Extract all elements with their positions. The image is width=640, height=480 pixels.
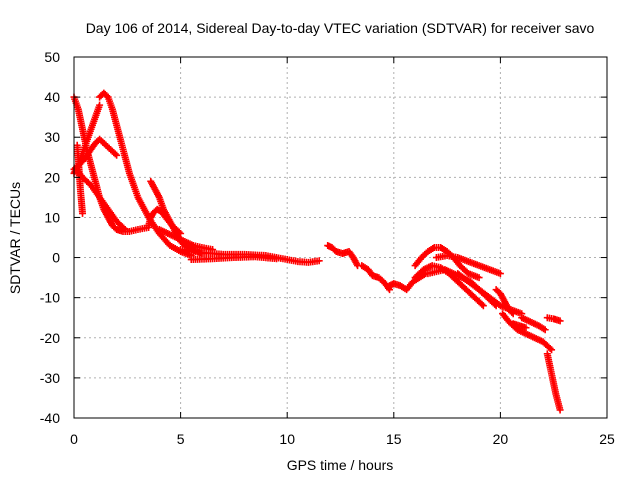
- data-point: [273, 255, 281, 263]
- series-arc-V: [518, 314, 549, 334]
- series-arc-N: [386, 270, 430, 294]
- y-tick-label: 20: [44, 169, 60, 185]
- y-tick-label: -20: [40, 330, 60, 346]
- y-tick-label: -10: [40, 290, 60, 306]
- series-arc-T: [492, 286, 517, 318]
- series-arc-K: [187, 253, 281, 264]
- data-point: [475, 274, 483, 282]
- y-axis-ticks: -40 -30 -20 -10 0 10 20 30 40 50: [40, 49, 607, 426]
- data-point: [509, 310, 517, 318]
- data-point: [113, 151, 121, 159]
- data-point: [508, 308, 516, 316]
- series-arc-L: [324, 242, 362, 270]
- series-arc-X: [543, 314, 564, 325]
- chart-title: Day 106 of 2014, Sidereal Day-to-day VTE…: [86, 20, 595, 36]
- y-tick-label: 0: [52, 250, 60, 266]
- y-tick-label: 50: [44, 49, 60, 65]
- data-points: [70, 89, 564, 414]
- data-point: [548, 346, 556, 354]
- data-point: [546, 344, 554, 352]
- data-point: [79, 209, 87, 217]
- data-point: [177, 229, 185, 237]
- data-point: [479, 302, 487, 310]
- x-tick-label: 15: [386, 431, 402, 447]
- series-arc-W: [543, 350, 564, 414]
- y-axis-label: SDTVAR / TECUs: [7, 182, 23, 294]
- series-arc-H: [145, 205, 185, 237]
- x-tick-label: 0: [70, 431, 78, 447]
- series-arc-F: [73, 141, 87, 217]
- data-point: [522, 324, 530, 332]
- x-axis-label: GPS time / hours: [287, 457, 394, 473]
- y-tick-label: 30: [44, 129, 60, 145]
- y-tick-label: -40: [40, 410, 60, 426]
- plot-frame: [73, 56, 608, 419]
- grid-lines: [74, 57, 607, 418]
- data-point: [121, 225, 129, 233]
- data-point: [556, 317, 564, 325]
- data-point: [556, 406, 564, 414]
- data-point: [496, 270, 504, 278]
- data-point: [120, 224, 128, 232]
- x-tick-label: 10: [279, 431, 295, 447]
- series-arc-R: [432, 252, 504, 278]
- data-point: [541, 326, 549, 334]
- data-point: [315, 257, 323, 265]
- x-tick-label: 20: [493, 431, 509, 447]
- data-point: [111, 150, 119, 158]
- series-arc-Y: [509, 320, 530, 332]
- y-tick-label: 40: [44, 89, 60, 105]
- y-tick-label: 10: [44, 209, 60, 225]
- x-tick-label: 25: [599, 431, 615, 447]
- x-tick-label: 5: [177, 431, 185, 447]
- x-axis-ticks: 0 5 10 15 20 25: [70, 57, 615, 447]
- data-point: [175, 228, 183, 236]
- data-point: [478, 300, 486, 308]
- y-tick-label: -30: [40, 370, 60, 386]
